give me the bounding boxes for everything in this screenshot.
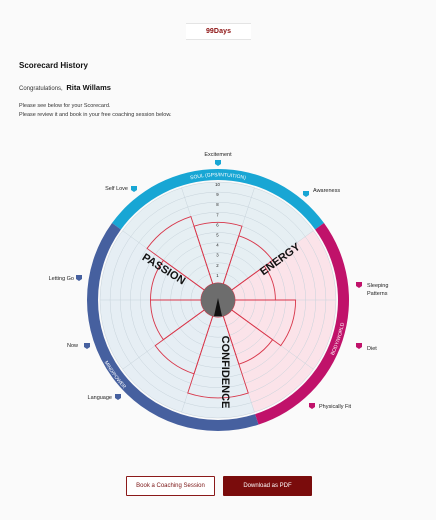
rim-body — [255, 223, 350, 425]
rim-soul — [112, 168, 324, 230]
category-label-physically_fit: Physically Fit — [319, 404, 352, 410]
greeting-prefix: Congratulations, — [19, 86, 63, 92]
scale-tick-label: 3 — [216, 253, 219, 258]
greeting: Congratulations, Rita Willams — [19, 83, 111, 92]
flag-icon — [115, 394, 121, 400]
category-label-letting_go: Letting Go — [49, 276, 74, 282]
scale-tick-label: 5 — [216, 233, 219, 238]
intro-text: Please see below for your Scorecard. Ple… — [19, 102, 172, 120]
intro-line-1: Please see below for your Scorecard. — [19, 103, 111, 109]
download-pdf-button[interactable]: Download as PDF — [223, 476, 312, 496]
flag-icon — [131, 186, 137, 192]
category-label-awareness: Awareness — [313, 188, 340, 194]
rim-mind — [86, 223, 259, 432]
category-label-sleeping: Sleeping Patterns — [367, 283, 388, 297]
book-coaching-button[interactable]: Book a Coaching Session — [126, 476, 215, 496]
flag-icon — [356, 282, 362, 288]
intro-line-2: Please review it and book in your free c… — [19, 112, 172, 118]
category-label-self_love: Self Love — [105, 186, 128, 192]
flag-icon — [76, 275, 82, 281]
scale-tick-label: 10 — [215, 182, 220, 187]
brand-logo: 99Days — [186, 23, 251, 40]
scale-tick-label: 8 — [216, 202, 219, 207]
zone-soul — [122, 181, 314, 291]
rim-label-soul: SOUL (GPS/INTUITION) — [190, 172, 247, 181]
flag-icon — [309, 403, 315, 409]
brand-logo-text: 99Days — [205, 28, 232, 35]
flag-icon — [303, 191, 309, 197]
user-name: Rita Willams — [66, 83, 111, 92]
category-label-diet: Diet — [367, 346, 377, 352]
scale-tick-label: 9 — [216, 192, 219, 197]
scale-tick-label: 7 — [216, 212, 219, 217]
center-pointer-icon — [214, 298, 222, 316]
flag-icon — [215, 160, 221, 166]
flag-icon — [84, 343, 90, 349]
page-title: Scorecard History — [19, 61, 88, 70]
category-label-excitement: Excitement — [204, 152, 232, 158]
scale-tick-label: 2 — [216, 263, 219, 268]
theme-word-mind: CONFIDENCE — [219, 336, 231, 409]
scale-tick-label: 1 — [216, 273, 219, 278]
category-label-language: Language — [88, 395, 112, 401]
scale-tick-label: 6 — [216, 222, 219, 227]
category-label-now: Now — [67, 343, 78, 349]
scale-tick-label: 4 — [216, 243, 219, 248]
flag-icon — [356, 343, 362, 349]
